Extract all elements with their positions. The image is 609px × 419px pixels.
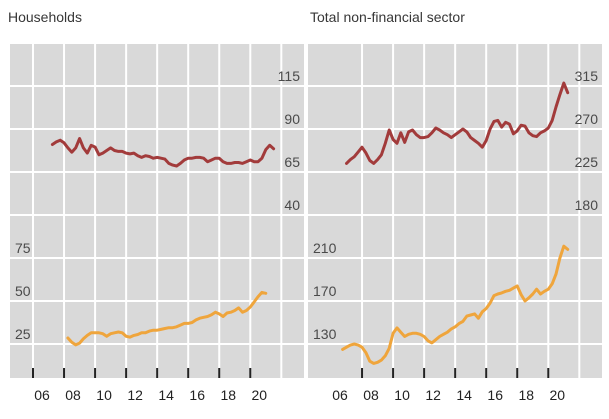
total-nonfinancial-chart: 06 08 10 12 14 16 18 20 315 270 225 180 210 170 130 xyxy=(308,44,602,409)
x-axis-label: 18 xyxy=(518,387,534,403)
total-nonfinancial-lower-line xyxy=(341,244,570,365)
total-nonfinancial-chart-svg: 06 08 10 12 14 16 18 20 315 270 225 180 210 170 130 xyxy=(308,44,602,403)
x-axis-label: 10 xyxy=(96,387,112,403)
left-axis-value-label: 130 xyxy=(313,326,337,342)
right-axis-value-label: 90 xyxy=(284,111,300,127)
x-axis-label: 14 xyxy=(158,387,174,403)
right-axis-value-label: 225 xyxy=(575,154,599,170)
x-axis-label: 18 xyxy=(220,387,236,403)
panel-title-total-nonfinancial: Total non-financial sector xyxy=(310,9,465,25)
x-axis-label: 14 xyxy=(456,387,472,403)
right-axis-value-label: 115 xyxy=(278,68,301,84)
right-axis-value-label: 315 xyxy=(575,68,599,84)
right-axis-value-label: 65 xyxy=(284,154,300,170)
x-axis-label: 20 xyxy=(251,387,267,403)
x-axis-label: 16 xyxy=(189,387,205,403)
left-axis-value-label: 50 xyxy=(15,283,31,299)
left-axis-value-label: 25 xyxy=(15,326,31,342)
x-axis-label: 06 xyxy=(34,387,50,403)
x-axis-label: 12 xyxy=(425,387,441,403)
x-axis-label: 16 xyxy=(487,387,503,403)
panel-title-households: Households xyxy=(8,9,82,25)
x-axis-label: 08 xyxy=(363,387,379,403)
x-axis-label: 12 xyxy=(127,387,143,403)
households-chart-svg: 06 08 10 12 14 16 18 20 115 90 65 40 75 50 25 xyxy=(10,44,304,403)
x-axis-label: 20 xyxy=(549,387,565,403)
households-chart: 06 08 10 12 14 16 18 20 115 90 65 40 75 50 25 xyxy=(10,44,304,409)
right-axis-value-label: 180 xyxy=(575,197,599,213)
right-axis-value-label: 40 xyxy=(284,197,300,213)
right-axis-value-label: 270 xyxy=(575,111,599,127)
left-axis-value-label: 75 xyxy=(15,240,31,256)
x-axis-label: 10 xyxy=(394,387,410,403)
left-axis-value-label: 210 xyxy=(313,240,337,256)
x-axis-label: 08 xyxy=(65,387,81,403)
households-lower-line xyxy=(66,290,268,347)
households-upper-line xyxy=(50,137,276,168)
left-axis-value-label: 170 xyxy=(313,283,337,299)
x-axis-label: 06 xyxy=(332,387,348,403)
total-nonfinancial-upper-line xyxy=(345,81,570,165)
